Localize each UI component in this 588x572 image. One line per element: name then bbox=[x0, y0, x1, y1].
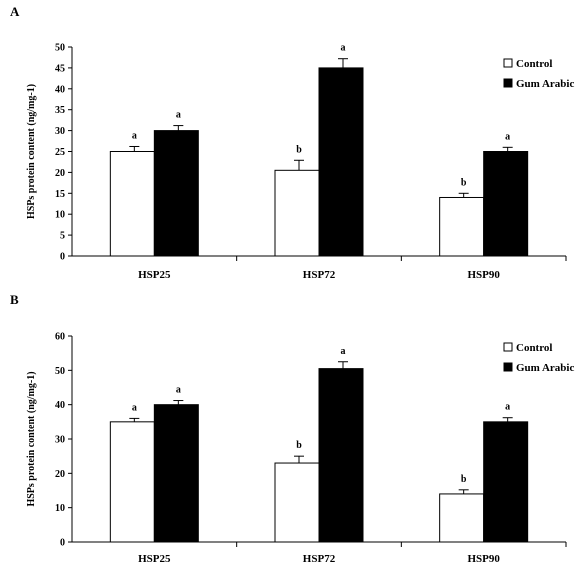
category-label: HSP90 bbox=[467, 553, 500, 565]
y-tick-label: 10 bbox=[55, 503, 65, 514]
y-axis-title: HSPs protein content (ng/mg-1) bbox=[26, 84, 37, 219]
y-tick-label: 20 bbox=[55, 168, 65, 179]
significance-label: a bbox=[505, 131, 510, 142]
bar-gum-arabic bbox=[483, 421, 529, 543]
significance-label: a bbox=[341, 346, 346, 357]
legend-swatch-control bbox=[503, 342, 513, 352]
significance-label: a bbox=[176, 385, 181, 396]
y-tick-label: 60 bbox=[55, 332, 65, 343]
bar-control bbox=[274, 169, 320, 257]
y-tick-label: 10 bbox=[55, 210, 65, 221]
significance-label: b bbox=[296, 144, 302, 155]
y-tick-label: 50 bbox=[55, 366, 65, 377]
y-tick-label: 20 bbox=[55, 469, 65, 480]
significance-label: b bbox=[461, 474, 467, 485]
bar-control bbox=[109, 421, 155, 543]
chart-panel-a: A 0 5 10 15 20 25 30 35 40 45 50 HSPs protein conten… bbox=[10, 4, 574, 281]
legend-label: Control bbox=[516, 342, 552, 354]
significance-label: b bbox=[296, 440, 302, 451]
bar-gum-arabic bbox=[483, 151, 529, 257]
bar-gum-arabic bbox=[318, 368, 364, 543]
significance-label: a bbox=[341, 43, 346, 54]
legend-label: Control bbox=[516, 58, 552, 70]
y-tick-label: 0 bbox=[60, 252, 65, 263]
category-label: HSP72 bbox=[303, 269, 336, 281]
y-tick-label: 30 bbox=[55, 435, 65, 446]
bar-control bbox=[439, 493, 485, 543]
category-label: HSP25 bbox=[138, 553, 171, 565]
category-label: HSP25 bbox=[138, 269, 171, 281]
y-tick-label: 50 bbox=[55, 43, 65, 54]
significance-label: a bbox=[132, 130, 137, 141]
legend: Control Gum Arabic bbox=[503, 58, 574, 90]
chart-panel-b: B 0 10 20 30 40 50 60 HSPs protein content (ng/m… bbox=[10, 292, 574, 565]
bar-gum-arabic bbox=[153, 130, 199, 257]
category-label: HSP72 bbox=[303, 553, 336, 565]
bar-gum-arabic bbox=[318, 67, 364, 257]
panel-label: B bbox=[10, 292, 19, 307]
bar-control bbox=[274, 462, 320, 543]
legend-swatch-gum-arabic bbox=[503, 362, 513, 372]
legend-swatch-control bbox=[503, 58, 513, 68]
panel-label: A bbox=[10, 4, 20, 19]
y-tick-label: 40 bbox=[55, 84, 65, 95]
y-tick-label: 0 bbox=[60, 538, 65, 549]
y-axis-title: HSPs protein content (ng/mg-1) bbox=[26, 371, 37, 506]
bar-control bbox=[109, 151, 155, 257]
significance-label: a bbox=[176, 110, 181, 121]
y-tick-label: 35 bbox=[55, 105, 65, 116]
significance-label: a bbox=[132, 402, 137, 413]
legend-label: Gum Arabic bbox=[516, 362, 574, 374]
significance-label: b bbox=[461, 177, 467, 188]
y-tick-label: 45 bbox=[55, 63, 65, 74]
bar-gum-arabic bbox=[153, 404, 199, 543]
y-tick-label: 15 bbox=[55, 189, 65, 200]
y-tick-label: 40 bbox=[55, 400, 65, 411]
bar-control bbox=[439, 196, 485, 257]
y-tick-label: 5 bbox=[60, 231, 65, 242]
legend: Control Gum Arabic bbox=[503, 342, 574, 374]
y-tick-label: 30 bbox=[55, 126, 65, 137]
legend-swatch-gum-arabic bbox=[503, 78, 513, 88]
category-label: HSP90 bbox=[467, 269, 500, 281]
legend-label: Gum Arabic bbox=[516, 78, 574, 90]
significance-label: a bbox=[505, 402, 510, 413]
y-tick-label: 25 bbox=[55, 147, 65, 158]
